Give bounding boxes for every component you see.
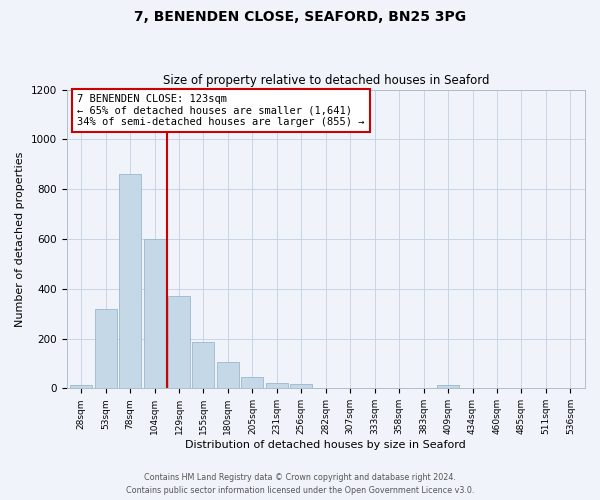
Bar — [437, 384, 459, 388]
Bar — [290, 384, 313, 388]
Bar — [70, 384, 92, 388]
Bar — [193, 342, 214, 388]
Bar — [241, 376, 263, 388]
Bar — [217, 362, 239, 388]
Bar — [266, 383, 288, 388]
Bar — [168, 296, 190, 388]
Text: 7, BENENDEN CLOSE, SEAFORD, BN25 3PG: 7, BENENDEN CLOSE, SEAFORD, BN25 3PG — [134, 10, 466, 24]
X-axis label: Distribution of detached houses by size in Seaford: Distribution of detached houses by size … — [185, 440, 466, 450]
Text: 7 BENENDEN CLOSE: 123sqm
← 65% of detached houses are smaller (1,641)
34% of sem: 7 BENENDEN CLOSE: 123sqm ← 65% of detach… — [77, 94, 364, 127]
Bar — [95, 308, 116, 388]
Bar — [119, 174, 141, 388]
Bar — [143, 239, 166, 388]
Y-axis label: Number of detached properties: Number of detached properties — [15, 152, 25, 326]
Text: Contains HM Land Registry data © Crown copyright and database right 2024.
Contai: Contains HM Land Registry data © Crown c… — [126, 474, 474, 495]
Title: Size of property relative to detached houses in Seaford: Size of property relative to detached ho… — [163, 74, 489, 87]
